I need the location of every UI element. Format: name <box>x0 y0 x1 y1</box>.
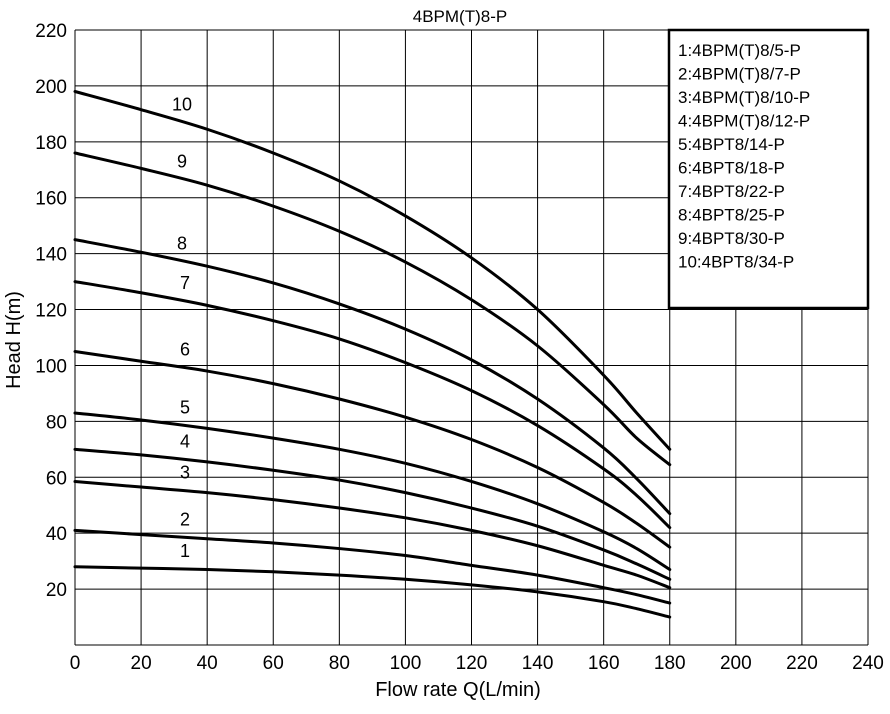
x-tick-label: 80 <box>329 653 350 674</box>
curve-4 <box>73 447 672 581</box>
curve-label-3: 3 <box>180 463 190 483</box>
curves <box>73 90 672 619</box>
x-tick-label: 120 <box>456 653 488 674</box>
x-tick-labels: 0 20 40 60 80 100 120 140 160 180 200 220 240 <box>70 653 884 674</box>
curve-6 <box>73 349 672 549</box>
curve-label-6: 6 <box>180 340 190 360</box>
legend-entry: 10:4BPT8/34-P <box>678 253 794 272</box>
y-tick-label: 220 <box>35 21 67 42</box>
legend-entry: 4:4BPM(T)8/12-P <box>678 112 810 131</box>
y-tick-label: 140 <box>35 245 67 266</box>
legend-entry: 8:4BPT8/25-P <box>678 206 785 225</box>
curve-5 <box>73 411 672 572</box>
y-tick-label: 180 <box>35 133 67 154</box>
curve-label-10: 10 <box>172 94 192 114</box>
y-tick-label: 40 <box>46 524 67 545</box>
y-axis-label: Head H(m) <box>3 291 25 389</box>
x-tick-label: 20 <box>131 653 152 674</box>
legend: 1:4BPM(T)8/5-P 2:4BPM(T)8/7-P 3:4BPM(T)8/1… <box>667 28 870 310</box>
y-tick-label: 200 <box>35 77 67 98</box>
chart-title: 4BPM(T)8-P <box>413 7 507 26</box>
curve-9 <box>73 151 672 467</box>
legend-entry: 6:4BPT8/18-P <box>678 159 785 178</box>
x-tick-label: 140 <box>522 653 554 674</box>
legend-entry: 3:4BPM(T)8/10-P <box>678 88 810 107</box>
curve-label-9: 9 <box>177 151 187 171</box>
legend-entry: 5:4BPT8/14-P <box>678 135 785 154</box>
legend-entry: 2:4BPM(T)8/7-P <box>678 65 801 84</box>
x-tick-label: 40 <box>197 653 218 674</box>
y-tick-label: 20 <box>46 580 67 601</box>
y-tick-label: 160 <box>35 189 67 210</box>
x-tick-label: 220 <box>786 653 818 674</box>
curve-label-8: 8 <box>177 233 187 253</box>
curve-label-5: 5 <box>180 397 190 417</box>
curve-label-4: 4 <box>180 431 190 451</box>
y-tick-label: 100 <box>35 356 67 377</box>
curve-7 <box>73 280 672 530</box>
legend-entry: 7:4BPT8/22-P <box>678 182 785 201</box>
y-tick-labels: 20 40 60 80 100 120 140 160 180 200 220 <box>35 21 67 601</box>
legend-entry: 9:4BPT8/30-P <box>678 229 785 248</box>
curve-labels: 1 2 3 4 5 6 7 8 9 10 <box>172 94 192 561</box>
x-tick-label: 180 <box>654 653 686 674</box>
curve-label-7: 7 <box>180 273 190 293</box>
x-tick-label: 0 <box>70 653 81 674</box>
curve-2 <box>73 528 672 605</box>
x-tick-label: 160 <box>588 653 620 674</box>
x-tick-label: 100 <box>390 653 422 674</box>
y-tick-label: 60 <box>46 468 67 489</box>
x-tick-label: 200 <box>720 653 752 674</box>
x-axis-label: Flow rate Q(L/min) <box>375 679 541 701</box>
curve-1 <box>73 565 672 619</box>
curve-label-2: 2 <box>180 509 190 529</box>
x-tick-label: 240 <box>852 653 884 674</box>
legend-box <box>667 28 870 310</box>
y-tick-label: 80 <box>46 412 67 433</box>
curve-8 <box>73 238 672 516</box>
curve-10 <box>73 90 672 451</box>
curve-3 <box>73 479 672 590</box>
y-tick-label: 120 <box>35 301 67 322</box>
x-tick-label: 60 <box>263 653 284 674</box>
legend-entry: 1:4BPM(T)8/5-P <box>678 41 801 60</box>
curve-label-1: 1 <box>180 541 190 561</box>
